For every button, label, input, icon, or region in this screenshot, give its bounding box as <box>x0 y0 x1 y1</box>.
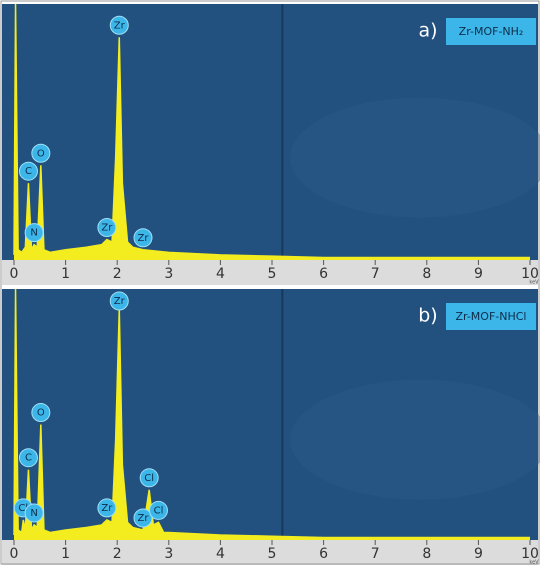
x-axis-label: keV <box>529 280 539 286</box>
peak-label: N <box>30 508 37 519</box>
peak-label: Cl <box>144 473 154 484</box>
x-tick-label: 4 <box>216 266 225 282</box>
x-tick-label: 9 <box>474 546 483 562</box>
x-tick-label: 1 <box>61 266 70 282</box>
x-tick-label: 4 <box>216 546 225 562</box>
x-tick-label: 2 <box>113 266 122 282</box>
peak-label: Zr <box>138 233 150 244</box>
peak-label: Zr <box>114 296 126 307</box>
x-tick-label: 9 <box>474 266 483 282</box>
x-tick-label: 5 <box>268 546 277 562</box>
background-texture <box>290 380 540 500</box>
x-tick-label: 5 <box>268 266 277 282</box>
x-tick-label: 8 <box>422 546 431 562</box>
peak-label: Zr <box>114 20 126 31</box>
chart-title: Zr-MOF-NHCl <box>455 310 526 323</box>
peak-label: Cl <box>154 505 164 516</box>
x-tick-label: 0 <box>10 266 19 282</box>
x-tick-label: 0 <box>10 546 19 562</box>
background-texture <box>290 98 540 218</box>
peak-label: C <box>25 453 32 464</box>
peak-label: Zr <box>138 513 150 524</box>
peak-label: O <box>37 148 45 159</box>
x-tick-label: 2 <box>113 546 122 562</box>
x-tick-label: 3 <box>164 546 173 562</box>
peak-label: N <box>30 228 37 239</box>
panel-label: a) <box>418 20 437 42</box>
x-tick-label: 3 <box>164 266 173 282</box>
peak-label: Zr <box>101 503 113 514</box>
chart-title: Zr-MOF-NH₂ <box>459 25 524 38</box>
x-tick-label: 7 <box>371 266 380 282</box>
x-tick-label: 6 <box>319 546 328 562</box>
x-tick-label: 6 <box>319 266 328 282</box>
chart: 012345678910keVCONZrZrZra)Zr-MOF-NH₂0123… <box>0 0 540 565</box>
x-tick-label: 1 <box>61 546 70 562</box>
peak-label: C <box>25 166 32 177</box>
panel-label: b) <box>418 305 437 327</box>
peak-label: Zr <box>101 223 113 234</box>
x-tick-label: 7 <box>371 546 380 562</box>
peak-label: O <box>37 408 45 419</box>
x-tick-label: 8 <box>422 266 431 282</box>
